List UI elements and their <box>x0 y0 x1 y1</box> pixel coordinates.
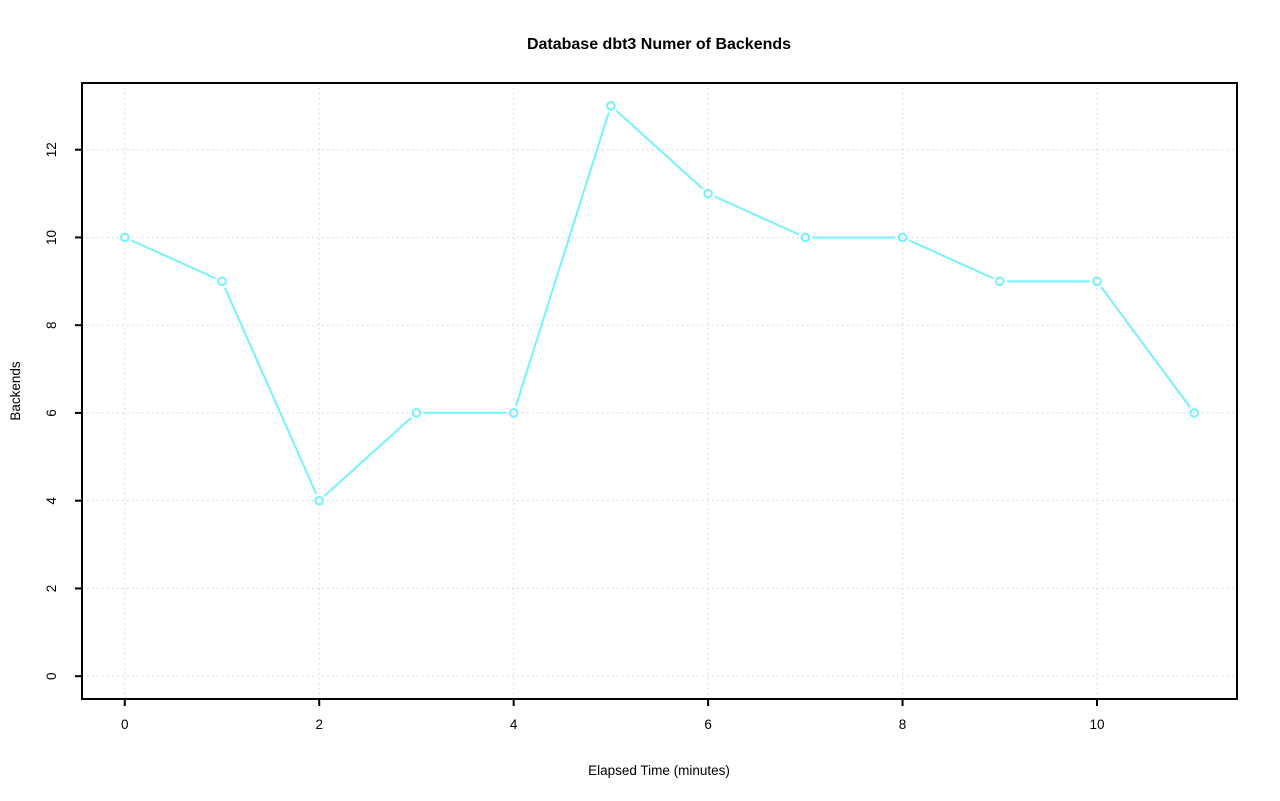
series-line-segment <box>515 112 610 407</box>
x-tick-label: 2 <box>315 717 323 732</box>
x-tick-label: 10 <box>1089 717 1104 732</box>
x-tick-label: 8 <box>899 717 907 732</box>
data-point-marker <box>217 276 227 287</box>
series-line-segment <box>908 239 994 280</box>
x-tick-label: 0 <box>121 717 129 732</box>
series-line-segment <box>224 287 317 495</box>
y-tick-label: 8 <box>44 321 59 329</box>
data-point-marker <box>1092 276 1102 287</box>
y-tick-label: 2 <box>44 585 59 593</box>
y-tick-label: 6 <box>44 409 59 417</box>
data-point-marker <box>411 408 422 418</box>
y-tick-label: 12 <box>44 142 59 157</box>
grid-lines <box>82 83 1237 699</box>
y-tick-label: 0 <box>44 672 59 680</box>
data-point-marker <box>508 408 519 418</box>
data-series <box>119 101 1200 506</box>
series-line-segment <box>1100 286 1191 408</box>
y-tick-label: 4 <box>44 496 59 504</box>
data-point-marker <box>1189 408 1200 418</box>
data-point-marker <box>606 101 616 111</box>
chart-title: Database dbt3 Numer of Backends <box>527 36 791 53</box>
data-point-marker <box>994 276 1005 287</box>
x-tick-label: 4 <box>510 717 518 732</box>
data-point-marker <box>119 232 130 243</box>
x-tick-label: 6 <box>704 717 712 732</box>
series-line-segment <box>324 417 412 497</box>
data-point-marker <box>800 232 811 243</box>
y-axis-label: Backends <box>8 361 23 421</box>
x-axis-label: Elapsed Time (minutes) <box>588 763 730 778</box>
series-line-segment <box>714 195 800 236</box>
axes: 0 2 4 6 8 10 0 2 4 6 8 10 12 <box>44 82 1238 732</box>
data-point-marker <box>314 495 325 506</box>
series-line-segment <box>131 239 216 280</box>
series-line-segment <box>615 110 704 190</box>
data-point-marker <box>897 232 908 243</box>
plot-box <box>81 82 1238 700</box>
y-tick-label: 10 <box>44 230 59 245</box>
data-point-marker <box>703 188 713 199</box>
